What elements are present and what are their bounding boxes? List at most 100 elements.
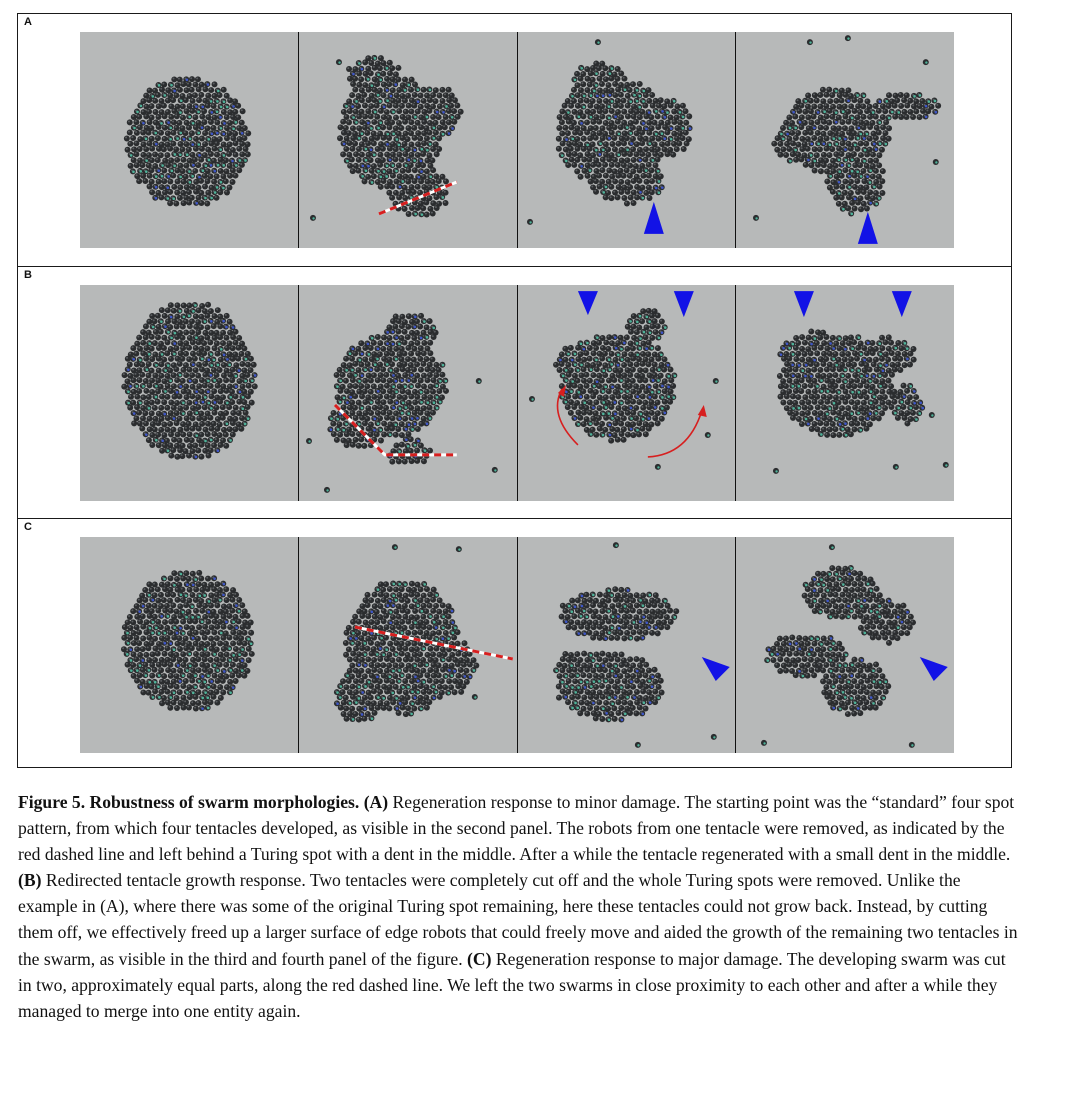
robot: [442, 200, 449, 207]
robot-highlight: [249, 389, 252, 392]
robot: [632, 118, 639, 125]
robot: [898, 91, 905, 98]
robot: [194, 76, 201, 83]
robot: [398, 156, 405, 163]
robot-highlight: [381, 61, 384, 64]
robot: [432, 98, 439, 105]
robot-highlight: [446, 87, 449, 90]
robot-highlight: [652, 152, 655, 155]
robot-highlight: [827, 87, 830, 90]
robot: [217, 334, 224, 341]
robot-highlight: [631, 158, 634, 161]
robot-highlight: [128, 163, 131, 166]
robot-led: [888, 116, 891, 120]
robot-led: [428, 142, 432, 146]
robot: [670, 140, 677, 147]
robot-led: [385, 175, 388, 178]
robot: [165, 162, 172, 169]
robot-highlight: [175, 432, 178, 435]
robot: [180, 200, 187, 207]
robot-highlight: [868, 158, 871, 161]
robot: [389, 318, 396, 325]
robot-led: [154, 185, 158, 189]
robot: [592, 178, 599, 185]
robot: [433, 372, 440, 379]
robot: [598, 80, 605, 87]
robot-highlight: [371, 373, 374, 376]
robot-led: [222, 164, 226, 167]
robot-highlight: [646, 152, 649, 155]
robot: [157, 328, 164, 335]
robot: [227, 97, 234, 104]
robot: [127, 404, 134, 411]
robot-led: [200, 126, 204, 129]
robot: [383, 350, 390, 357]
robot-highlight: [341, 363, 344, 366]
robot-highlight: [649, 93, 652, 96]
robot: [160, 146, 167, 153]
robot-highlight: [853, 185, 856, 188]
robot-highlight: [240, 152, 243, 155]
robot-led: [238, 159, 242, 162]
robot-highlight: [568, 146, 571, 149]
robot-highlight: [640, 185, 643, 188]
robot-led: [397, 143, 401, 147]
robot: [645, 172, 652, 179]
robot: [164, 130, 171, 137]
robot: [675, 140, 682, 147]
robot: [351, 140, 358, 147]
robot-highlight: [778, 141, 781, 144]
robot-highlight: [181, 190, 184, 193]
robot: [619, 97, 626, 104]
robot: [154, 91, 161, 98]
robot-highlight: [840, 88, 843, 91]
robot: [136, 377, 143, 384]
robot-highlight: [452, 98, 455, 101]
robot-highlight: [215, 319, 218, 322]
robot-led: [869, 169, 873, 172]
robot: [130, 377, 137, 384]
robot: [192, 124, 199, 131]
robot-led: [240, 131, 244, 135]
robot-highlight: [819, 169, 822, 172]
robot-highlight: [165, 153, 168, 156]
robot: [146, 87, 153, 94]
robot-highlight: [134, 163, 137, 166]
robot: [204, 442, 211, 449]
robot: [213, 437, 220, 444]
robot: [447, 102, 454, 109]
robot-highlight: [418, 136, 421, 139]
robot: [774, 135, 781, 142]
robot-highlight: [397, 384, 400, 387]
robot: [180, 302, 187, 309]
robot-highlight: [436, 136, 439, 139]
robot: [245, 130, 252, 137]
robot-led: [856, 136, 860, 140]
robot-highlight: [356, 104, 359, 107]
robot: [145, 152, 152, 159]
robot: [925, 108, 932, 115]
robot: [429, 178, 436, 185]
robot-highlight: [399, 357, 402, 360]
robot-highlight: [856, 147, 859, 150]
robot-highlight: [840, 141, 843, 144]
robot-highlight: [631, 190, 634, 193]
robot-led: [132, 170, 135, 174]
robot-led: [338, 400, 342, 404]
robot-led: [195, 434, 199, 437]
robot-highlight: [186, 390, 189, 393]
robot-led: [854, 143, 857, 147]
robot-highlight: [208, 340, 211, 343]
robot: [405, 125, 412, 132]
robot: [124, 355, 131, 362]
robot: [577, 97, 584, 104]
robot-highlight: [131, 136, 134, 139]
robot-highlight: [831, 169, 834, 172]
robot-highlight: [588, 126, 591, 129]
robot: [217, 189, 224, 196]
robot: [642, 92, 649, 99]
robot: [587, 178, 594, 185]
robot-led: [373, 57, 376, 60]
robot: [220, 362, 227, 369]
robot-led: [164, 325, 167, 328]
